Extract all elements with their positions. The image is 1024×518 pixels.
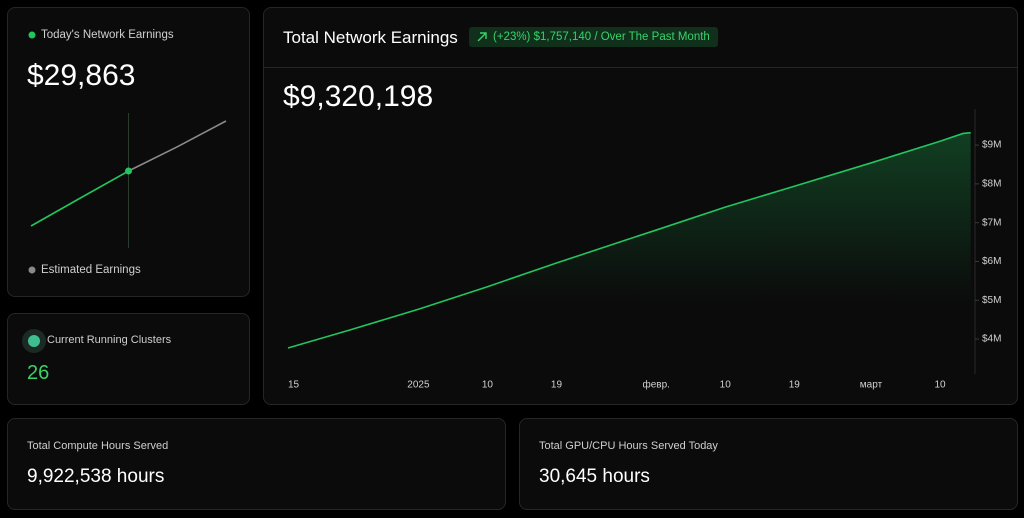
series-line: [30, 170, 129, 227]
x-tick-label: 2025: [407, 380, 430, 391]
y-tick-label: $9M: [982, 140, 1001, 151]
legend-label: Estimated Earnings: [41, 264, 141, 276]
y-tick-label: $8M: [982, 179, 1001, 190]
x-tick-label: 10: [482, 380, 494, 391]
today-card: Today's Network Earnings Estimated Earni…: [7, 7, 250, 297]
x-tick-label: 19: [551, 380, 563, 391]
clusters-card: Current Running Clusters 26: [7, 313, 250, 405]
cluster-icon: [22, 329, 46, 353]
today-chart: Today's Network Earnings Estimated Earni…: [27, 29, 227, 276]
headline: $9,320,198: [283, 80, 434, 113]
legend-dot: [28, 31, 36, 39]
x-tick-label: 19: [789, 380, 801, 391]
network-card: Total Network Earnings (+23%) $1,757,140…: [263, 7, 1018, 405]
x-tick-label: 10: [720, 380, 732, 391]
chart-subtitle: (+23%) $1,757,140 / Over The Past Month: [493, 31, 710, 43]
earnings-chart: $4M $5M $6M $7M $8M $9M 15 2025 10 19 февр. 10 19 мар…: [287, 109, 1001, 391]
y-tick-label: $5M: [982, 295, 1001, 306]
y-tick-label: $7M: [982, 217, 1001, 228]
gpu-label: Total GPU/CPU Hours Served Today: [539, 440, 718, 452]
legend-dot: [28, 266, 36, 274]
series-line: [128, 120, 227, 172]
compute-card: Total Compute Hours Served 9,922,538 hou…: [7, 418, 506, 510]
area-line: [287, 131, 971, 349]
headline: $29,863: [27, 59, 135, 92]
gpu-card: Total GPU/CPU Hours Served Today 30,645 …: [519, 418, 1018, 510]
x-tick-label: февр.: [642, 379, 669, 391]
legend-label: Today's Network Earnings: [41, 29, 174, 41]
gpu-value: 30,645 hours: [539, 466, 650, 487]
x-tick-label: 15: [288, 380, 300, 391]
arrow-icon: [477, 32, 487, 42]
badge: (+23%) $1,757,140 / Over The Past Month: [469, 27, 718, 47]
x-tick-label: март: [860, 380, 883, 391]
chart-title: Total Network Earnings: [283, 28, 458, 47]
y-tick-label: $6M: [982, 256, 1001, 267]
x-tick-label: 10: [934, 380, 946, 391]
compute-label: Total Compute Hours Served: [27, 440, 169, 452]
area-fill: [288, 132, 971, 374]
current-point: [125, 167, 132, 175]
clusters-value: 26: [27, 362, 50, 384]
clusters-label: Current Running Clusters: [47, 334, 172, 346]
y-tick-label: $4M: [982, 334, 1001, 345]
divider: [264, 67, 1017, 68]
compute-value: 9,922,538 hours: [27, 466, 165, 487]
